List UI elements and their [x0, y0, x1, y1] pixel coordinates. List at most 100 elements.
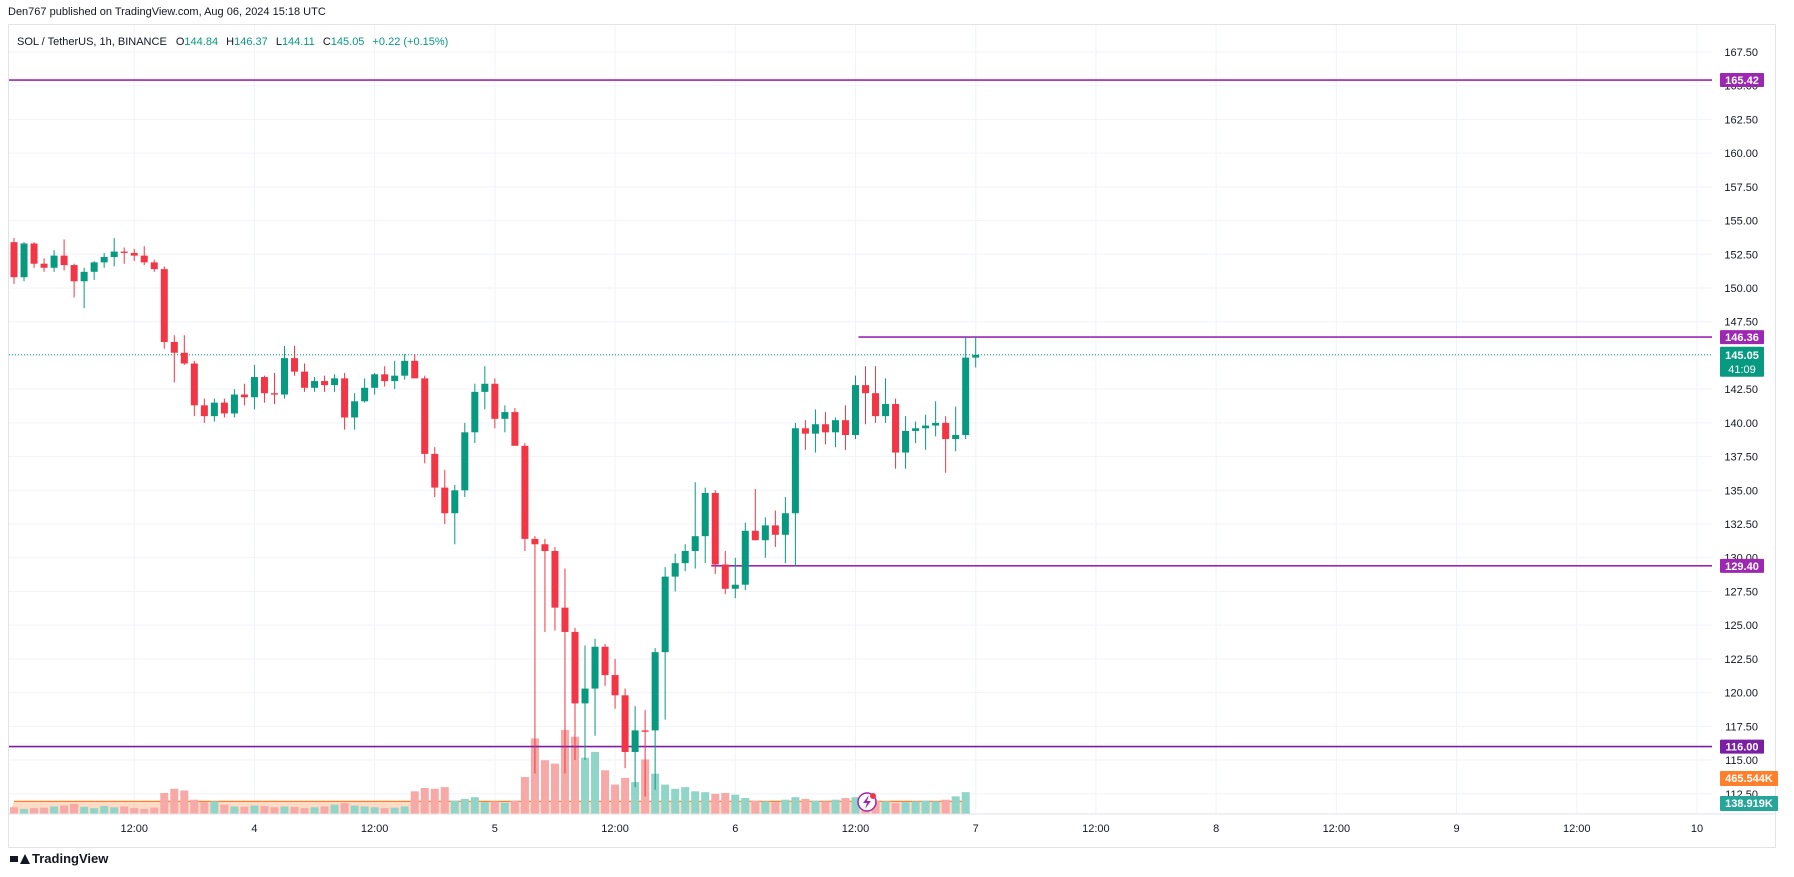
candle-body	[20, 243, 28, 278]
y-tick-label: 135.00	[1724, 485, 1758, 497]
volume-bar	[340, 803, 349, 814]
y-tick-label: 150.00	[1724, 283, 1758, 295]
volume-bar	[100, 806, 109, 814]
candle-body	[721, 564, 729, 589]
candlesticks	[10, 238, 980, 797]
candle-body	[601, 646, 609, 676]
volume-bar	[380, 808, 389, 814]
candle-body	[391, 375, 399, 382]
volume-bar	[901, 802, 910, 814]
candle-body	[671, 563, 679, 577]
candle-body	[521, 445, 529, 539]
time-axis: 12:00 4 12:00 5 12:00 6 12:00 7 12:00 8 12:00 9 12:0…	[9, 813, 1776, 835]
volume-bar	[701, 792, 710, 814]
volume-bar	[661, 784, 670, 814]
candle-body	[30, 243, 38, 264]
volume-bar	[390, 807, 399, 814]
volume-bar	[370, 807, 379, 814]
candle-body	[361, 387, 369, 402]
candle-body	[431, 453, 439, 488]
candle-body	[781, 513, 789, 535]
candle-body	[110, 251, 118, 257]
volume-bar	[570, 736, 580, 814]
candle-body	[90, 262, 98, 272]
volume-bar	[130, 808, 139, 814]
volume-bar	[651, 773, 660, 814]
volume-ma-area	[9, 801, 971, 814]
volume-bar	[911, 801, 920, 814]
volume-bar	[530, 738, 539, 814]
volume-bar	[70, 803, 79, 814]
candle-body	[631, 730, 639, 752]
volume-bar	[20, 808, 29, 814]
price-axis: 167.50165.00162.50160.00157.50155.00152.…	[1724, 47, 1758, 801]
volume-bar	[721, 793, 730, 814]
y-tick-label: 122.50	[1724, 654, 1758, 666]
y-tick-label: 137.50	[1724, 452, 1758, 464]
candle-body	[862, 385, 870, 394]
candle-body	[381, 374, 389, 382]
volume-bar	[420, 787, 429, 814]
candle-body	[331, 378, 339, 386]
candle-body	[591, 646, 599, 689]
x-tick-label: 9	[1453, 823, 1459, 835]
volume-bar	[540, 760, 549, 814]
candle-body	[280, 358, 288, 395]
candle-body	[461, 432, 469, 491]
candle-body	[321, 381, 329, 386]
current-price-label: 145.05	[1725, 350, 1759, 362]
candle-body	[471, 391, 479, 433]
volume-bar	[170, 788, 179, 814]
candle-body	[451, 490, 459, 514]
candle-body	[962, 357, 970, 436]
candle-body	[571, 631, 579, 704]
candle-body	[481, 383, 489, 392]
flash-icon[interactable]	[857, 792, 877, 812]
legend-high-value: 146.37	[234, 36, 268, 48]
volume-bar	[210, 801, 219, 814]
volume-bar	[891, 803, 900, 814]
level-price-label-bg	[1720, 739, 1764, 754]
chart-grid	[9, 25, 1712, 814]
volume-bar	[581, 757, 590, 814]
volume-label-bg	[1720, 771, 1778, 786]
candle-body	[972, 354, 980, 358]
y-tick-label: 125.00	[1724, 620, 1758, 632]
volume-bar	[230, 806, 239, 814]
candle-body	[771, 525, 779, 535]
candle-body	[932, 422, 940, 426]
volume-label: 465.544K	[1725, 773, 1773, 785]
candle-body	[150, 262, 158, 270]
chart-frame	[8, 24, 1776, 848]
x-tick-label: 8	[1213, 823, 1219, 835]
y-tick-label: 152.50	[1724, 249, 1758, 261]
volume-bar	[460, 798, 469, 814]
candle-body	[801, 428, 809, 434]
y-tick-label: 155.00	[1724, 216, 1758, 228]
y-tick-label: 117.50	[1725, 721, 1758, 733]
volume-bar	[771, 802, 780, 814]
volume-bar	[150, 807, 159, 814]
level-price-label: 129.40	[1725, 561, 1759, 573]
candle-body	[731, 584, 739, 589]
volume-bar	[741, 798, 750, 814]
candle-body	[621, 695, 629, 752]
tradingview-footer[interactable]: TradingView	[10, 851, 108, 866]
candle-body	[581, 688, 589, 704]
legend-high-label: H	[226, 36, 234, 48]
x-tick-label: 12:00	[601, 823, 629, 835]
candle-body	[942, 422, 950, 440]
x-tick-label: 12:00	[1323, 823, 1351, 835]
price-labels: 165.42 146.36 129.40 116.00 145.05 41:09 465.5…	[1720, 73, 1778, 811]
volume-bar	[591, 751, 600, 814]
y-tick-label: 127.50	[1724, 586, 1758, 598]
x-tick-label: 5	[492, 823, 498, 835]
volume-bar	[240, 806, 249, 814]
volume-bar	[781, 799, 790, 814]
svg-text:SOL / TetherUS, 1h, BINANCE: SOL / TetherUS, 1h, BINANCE O144.84 H146…	[17, 36, 448, 48]
volume-bar	[751, 800, 760, 814]
level-price-label-bg	[1720, 558, 1764, 573]
candle-body	[50, 255, 58, 268]
y-tick-label: 140.00	[1724, 418, 1758, 430]
